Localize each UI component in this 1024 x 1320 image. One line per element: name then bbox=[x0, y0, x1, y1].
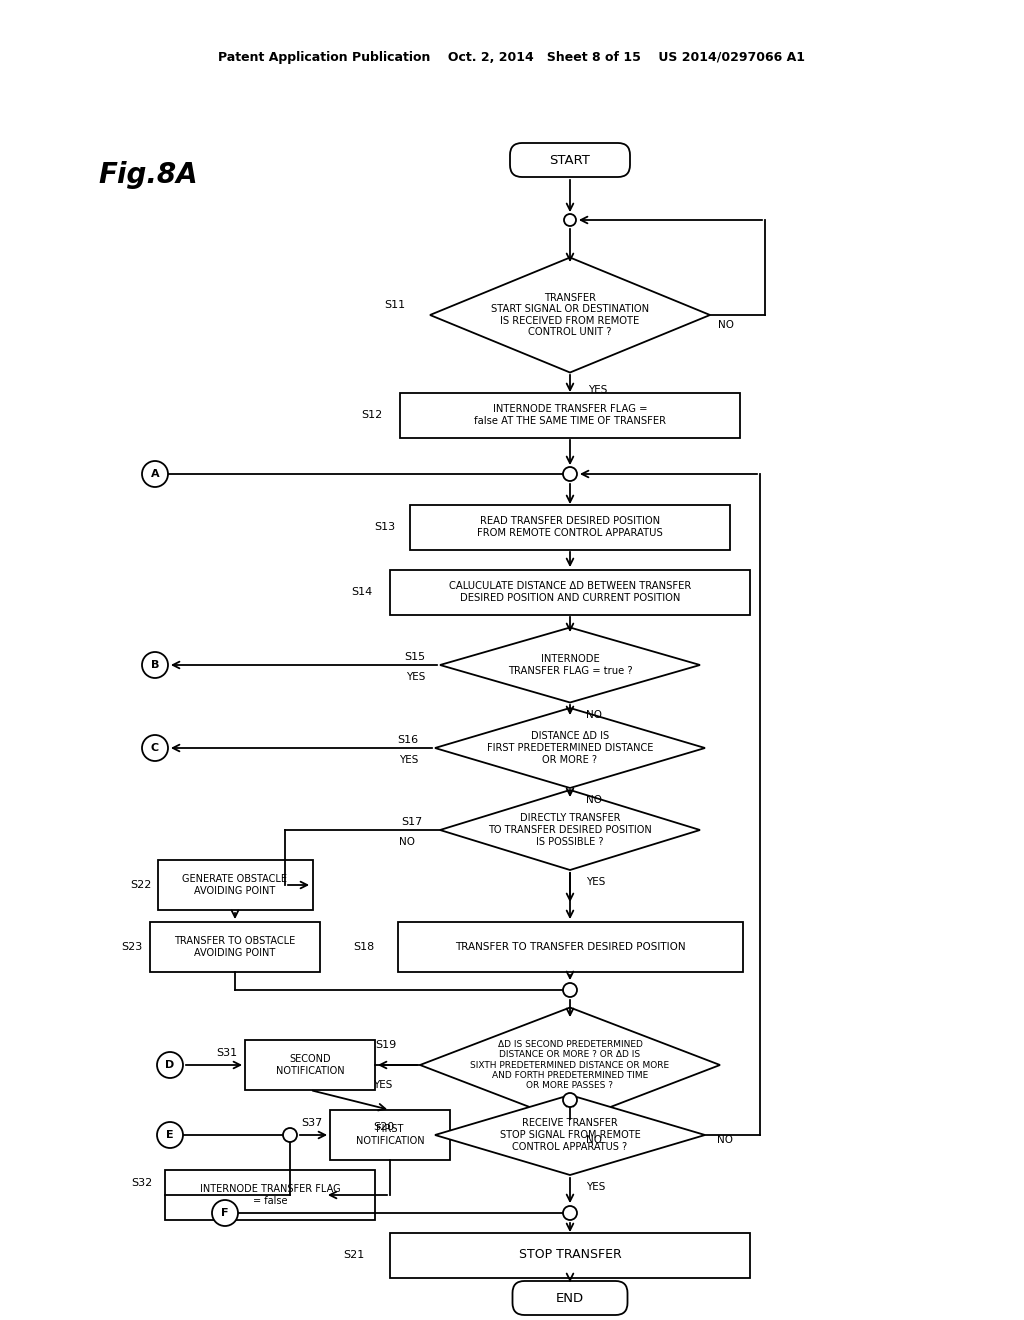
Polygon shape bbox=[420, 1007, 720, 1122]
Text: ΔD IS SECOND PREDETERMINED
DISTANCE OR MORE ? OR ΔD IS
SIXTH PREDETERMINED DISTA: ΔD IS SECOND PREDETERMINED DISTANCE OR M… bbox=[470, 1040, 670, 1090]
Text: YES: YES bbox=[398, 755, 418, 766]
Text: NO: NO bbox=[717, 1135, 733, 1144]
Text: D: D bbox=[165, 1060, 175, 1071]
Text: NO: NO bbox=[399, 837, 415, 847]
Bar bbox=[150, 921, 319, 972]
Bar bbox=[330, 1110, 450, 1160]
Text: TRANSFER TO OBSTACLE
AVOIDING POINT: TRANSFER TO OBSTACLE AVOIDING POINT bbox=[174, 936, 296, 958]
Text: FIRST
NOTIFICATION: FIRST NOTIFICATION bbox=[355, 1125, 424, 1146]
Bar bbox=[400, 392, 740, 437]
Text: Fig.8A: Fig.8A bbox=[98, 161, 198, 189]
Text: STOP TRANSFER: STOP TRANSFER bbox=[518, 1249, 622, 1262]
Circle shape bbox=[563, 1206, 577, 1220]
Polygon shape bbox=[435, 1096, 705, 1175]
Text: S14: S14 bbox=[351, 587, 372, 597]
Bar bbox=[158, 861, 312, 909]
Circle shape bbox=[157, 1122, 183, 1148]
Bar bbox=[410, 504, 730, 549]
Text: RECEIVE TRANSFER
STOP SIGNAL FROM REMOTE
CONTROL APPARATUS ?: RECEIVE TRANSFER STOP SIGNAL FROM REMOTE… bbox=[500, 1118, 640, 1151]
Text: B: B bbox=[151, 660, 159, 671]
Circle shape bbox=[283, 1129, 297, 1142]
Text: YES: YES bbox=[586, 1181, 605, 1192]
Text: Patent Application Publication    Oct. 2, 2014   Sheet 8 of 15    US 2014/029706: Patent Application Publication Oct. 2, 2… bbox=[218, 51, 806, 65]
Text: S21: S21 bbox=[344, 1250, 365, 1261]
Text: S18: S18 bbox=[353, 942, 375, 952]
Text: DISTANCE ΔD IS
FIRST PREDETERMINED DISTANCE
OR MORE ?: DISTANCE ΔD IS FIRST PREDETERMINED DISTA… bbox=[486, 731, 653, 764]
Text: TRANSFER TO TRANSFER DESIRED POSITION: TRANSFER TO TRANSFER DESIRED POSITION bbox=[455, 942, 685, 952]
Circle shape bbox=[212, 1200, 238, 1226]
Bar bbox=[397, 921, 742, 972]
Circle shape bbox=[564, 214, 575, 226]
Text: NO: NO bbox=[718, 319, 734, 330]
Polygon shape bbox=[440, 789, 700, 870]
Text: YES: YES bbox=[586, 876, 605, 887]
Circle shape bbox=[563, 467, 577, 480]
Text: S19: S19 bbox=[376, 1040, 397, 1049]
Text: S20: S20 bbox=[374, 1122, 395, 1133]
Text: DIRECTLY TRANSFER
TO TRANSFER DESIRED POSITION
IS POSSIBLE ?: DIRECTLY TRANSFER TO TRANSFER DESIRED PO… bbox=[488, 813, 652, 846]
Text: S13: S13 bbox=[374, 521, 395, 532]
Text: INTERNODE TRANSFER FLAG
= false: INTERNODE TRANSFER FLAG = false bbox=[200, 1184, 340, 1205]
Text: A: A bbox=[151, 469, 160, 479]
Circle shape bbox=[142, 652, 168, 678]
Text: C: C bbox=[151, 743, 159, 752]
Text: S37: S37 bbox=[301, 1118, 322, 1129]
Bar bbox=[245, 1040, 375, 1090]
Text: S32: S32 bbox=[131, 1177, 152, 1188]
Text: S15: S15 bbox=[403, 652, 425, 663]
Text: S31: S31 bbox=[216, 1048, 237, 1059]
Polygon shape bbox=[435, 708, 705, 788]
Text: S16: S16 bbox=[397, 735, 418, 744]
Text: S11: S11 bbox=[384, 300, 406, 310]
Text: E: E bbox=[166, 1130, 174, 1140]
Polygon shape bbox=[440, 627, 700, 702]
Text: F: F bbox=[221, 1208, 228, 1218]
Text: INTERNODE
TRANSFER FLAG = true ?: INTERNODE TRANSFER FLAG = true ? bbox=[508, 655, 632, 676]
Text: INTERNODE TRANSFER FLAG =
false AT THE SAME TIME OF TRANSFER: INTERNODE TRANSFER FLAG = false AT THE S… bbox=[474, 404, 666, 426]
FancyBboxPatch shape bbox=[510, 143, 630, 177]
Text: S12: S12 bbox=[360, 411, 382, 420]
Text: TRANSFER
START SIGNAL OR DESTINATION
IS RECEIVED FROM REMOTE
CONTROL UNIT ?: TRANSFER START SIGNAL OR DESTINATION IS … bbox=[490, 293, 649, 338]
Circle shape bbox=[142, 461, 168, 487]
Text: YES: YES bbox=[373, 1080, 392, 1090]
Text: START: START bbox=[550, 153, 591, 166]
Text: S23: S23 bbox=[122, 942, 143, 952]
Text: S17: S17 bbox=[400, 817, 422, 828]
FancyBboxPatch shape bbox=[512, 1280, 628, 1315]
Text: NO: NO bbox=[586, 795, 602, 805]
Circle shape bbox=[563, 983, 577, 997]
Text: GENERATE OBSTACLE
AVOIDING POINT: GENERATE OBSTACLE AVOIDING POINT bbox=[182, 874, 288, 896]
Text: YES: YES bbox=[588, 385, 607, 395]
Bar bbox=[390, 569, 750, 615]
Circle shape bbox=[142, 735, 168, 762]
Text: READ TRANSFER DESIRED POSITION
FROM REMOTE CONTROL APPARATUS: READ TRANSFER DESIRED POSITION FROM REMO… bbox=[477, 516, 663, 537]
Circle shape bbox=[157, 1052, 183, 1078]
Text: YES: YES bbox=[406, 672, 425, 682]
Text: NO: NO bbox=[586, 710, 602, 719]
Circle shape bbox=[563, 1093, 577, 1107]
Text: END: END bbox=[556, 1291, 584, 1304]
Text: S22: S22 bbox=[131, 880, 152, 890]
Polygon shape bbox=[430, 257, 710, 372]
Bar bbox=[390, 1233, 750, 1278]
Text: SECOND
NOTIFICATION: SECOND NOTIFICATION bbox=[275, 1055, 344, 1076]
Text: NO: NO bbox=[586, 1135, 602, 1144]
Text: CALUCULATE DISTANCE ΔD BETWEEN TRANSFER
DESIRED POSITION AND CURRENT POSITION: CALUCULATE DISTANCE ΔD BETWEEN TRANSFER … bbox=[449, 581, 691, 603]
Bar bbox=[165, 1170, 375, 1220]
